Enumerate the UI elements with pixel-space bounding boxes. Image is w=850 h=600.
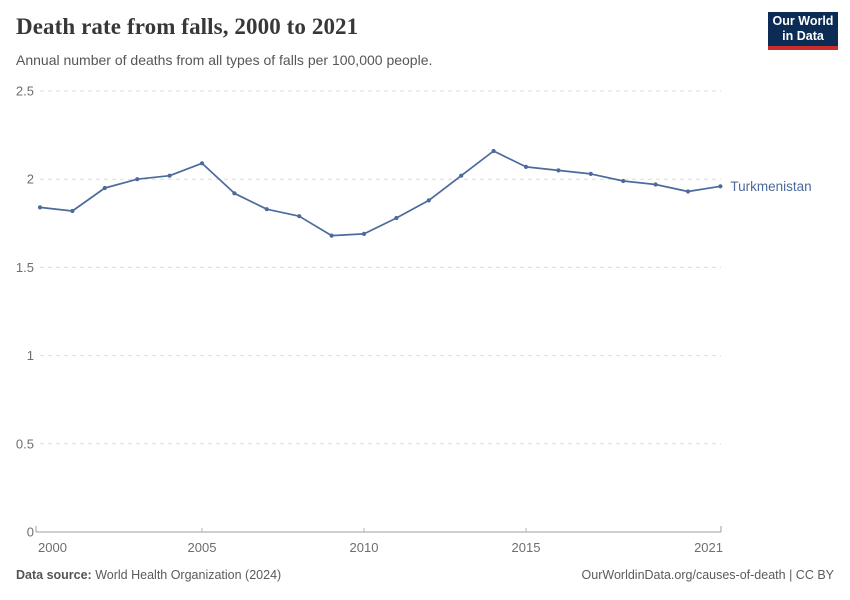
data-point-marker[interactable]: [621, 178, 626, 184]
data-source-value: World Health Organization (2024): [95, 568, 282, 582]
line-chart-area[interactable]: 0 0.5 1 1.5 2 2.5 2000 2005 2010 2015 2021 Turkmeni…: [0, 80, 850, 558]
y-tick-label: 2: [27, 172, 34, 187]
x-tick-label: 2010: [350, 540, 379, 555]
line-chart-canvas[interactable]: 0 0.5 1 1.5 2 2.5 2000 2005 2010 2015 2021 Turkmeni…: [0, 80, 850, 558]
attribution-url[interactable]: OurWorldinData.org/causes-of-death: [581, 568, 786, 582]
y-tick-label: 2.5: [16, 84, 34, 99]
x-tick-label: 2021: [694, 540, 723, 555]
data-point-marker[interactable]: [718, 184, 723, 189]
data-point-marker[interactable]: [426, 198, 431, 203]
owid-logo-line1: Our World: [772, 14, 834, 28]
x-tick-label: 2000: [38, 540, 67, 555]
x-tick-label: 2005: [188, 540, 217, 555]
data-line[interactable]: [39, 150, 722, 237]
attribution: OurWorldinData.org/causes-of-death | CC …: [582, 568, 834, 582]
data-point-marker[interactable]: [297, 214, 302, 219]
data-point-marker[interactable]: [588, 171, 593, 176]
y-axis-labels: 0 0.5 1 1.5 2 2.5: [16, 84, 34, 540]
data-point-marker[interactable]: [102, 185, 107, 191]
data-point-marker[interactable]: [491, 148, 496, 154]
x-tick-label: 2015: [512, 540, 541, 555]
owid-logo: Our World in Data: [768, 12, 838, 50]
data-source: Data source: World Health Organization (…: [16, 568, 281, 582]
data-point-marker[interactable]: [70, 208, 75, 214]
data-point-marker[interactable]: [167, 173, 172, 178]
x-axis-ticks: [35, 526, 722, 532]
data-point-marker[interactable]: [459, 173, 464, 178]
data-point-marker[interactable]: [264, 207, 269, 212]
data-point-marker[interactable]: [37, 205, 43, 210]
data-point-marker[interactable]: [329, 233, 334, 238]
chart-header: Death rate from falls, 2000 to 2021 Annu…: [0, 0, 850, 80]
data-point-marker[interactable]: [523, 164, 529, 169]
data-point-marker[interactable]: [361, 231, 367, 236]
data-point-marker[interactable]: [556, 168, 561, 173]
data-point-markers[interactable]: [37, 148, 723, 238]
data-point-marker[interactable]: [685, 189, 691, 194]
data-point-marker[interactable]: [232, 191, 237, 196]
data-point-marker[interactable]: [135, 177, 140, 182]
chart-subtitle: Annual number of deaths from all types o…: [16, 52, 433, 68]
chart-footer: Data source: World Health Organization (…: [16, 568, 834, 582]
data-point-marker[interactable]: [199, 161, 205, 166]
series-end-label: Turkmenistan: [730, 179, 811, 194]
license-text: | CC BY: [785, 568, 834, 582]
data-point-marker[interactable]: [394, 215, 399, 221]
y-tick-label: 1: [27, 348, 34, 363]
data-source-label: Data source:: [16, 568, 92, 582]
y-tick-label: 1.5: [16, 260, 34, 275]
page-title: Death rate from falls, 2000 to 2021: [16, 14, 359, 39]
y-gridlines: [36, 90, 721, 533]
data-point-marker[interactable]: [653, 182, 658, 187]
x-axis-labels: 2000 2005 2010 2015 2021: [38, 540, 723, 555]
y-tick-label: 0: [27, 525, 34, 540]
y-tick-label: 0.5: [16, 436, 34, 451]
owid-logo-line2: in Data: [782, 29, 824, 43]
